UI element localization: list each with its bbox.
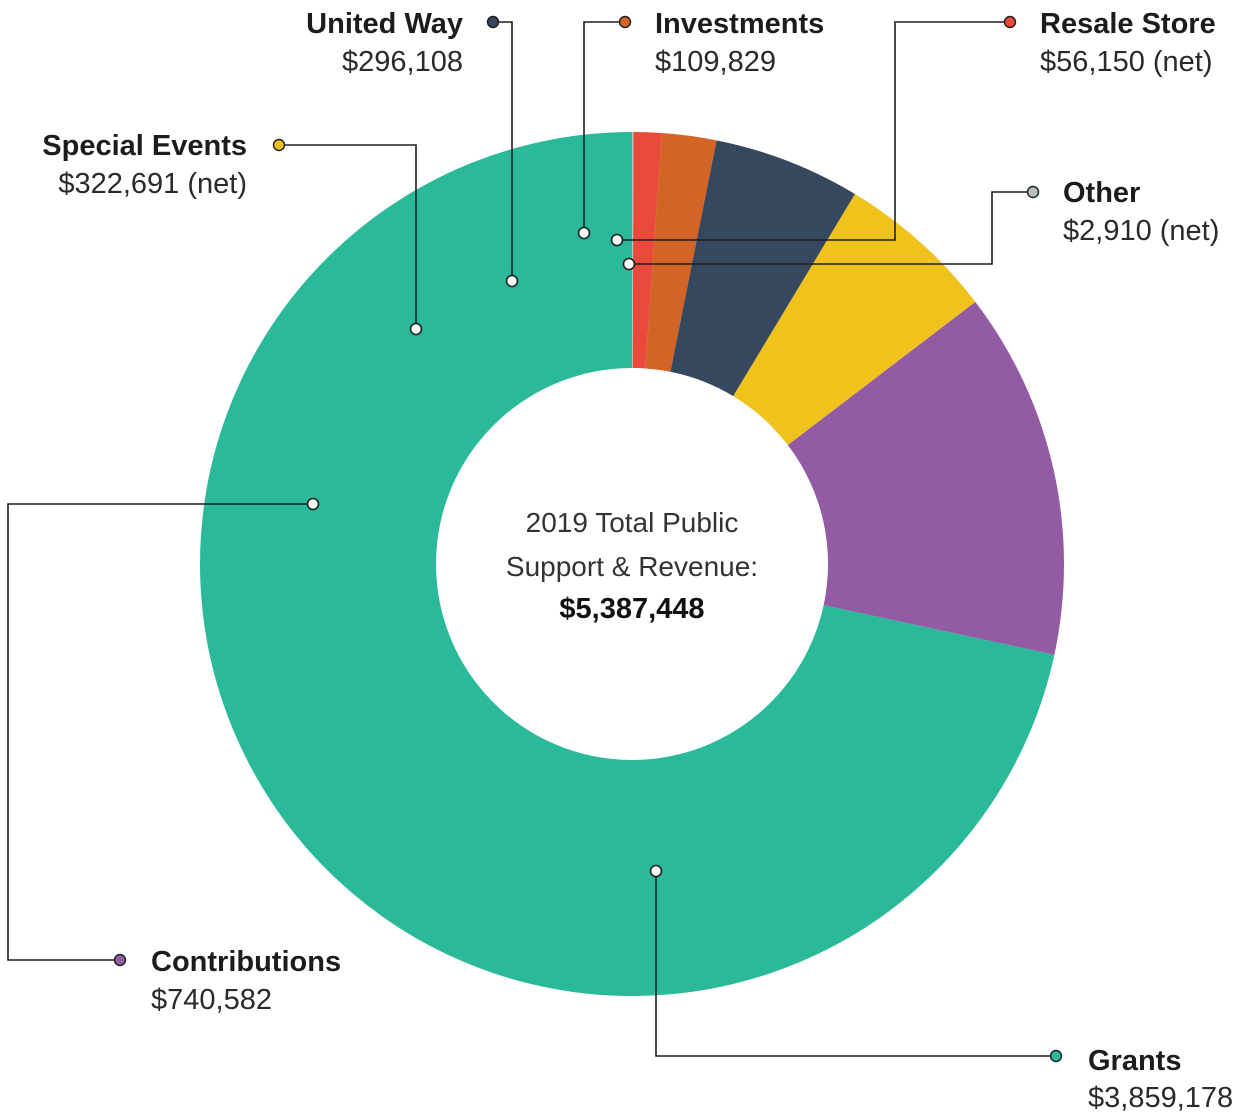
- anchor-dot-other: [622, 257, 636, 271]
- slice-united-way: [670, 140, 855, 397]
- anchor-dot-resale-store: [610, 233, 624, 247]
- slice-contributions: [787, 301, 1064, 655]
- legend-dot-other: [1026, 185, 1040, 199]
- slice-special-events: [733, 193, 976, 446]
- label-investments-value: $109,829: [655, 46, 776, 78]
- leader-line-investments: [583, 21, 625, 233]
- anchor-dot-special-events: [409, 322, 423, 336]
- label-other-value: $2,910 (net): [1063, 215, 1219, 247]
- legend-dot-special-events: [272, 138, 286, 152]
- center-total-value: $5,387,448: [559, 593, 704, 625]
- label-resale-store-name: Resale Store: [1040, 8, 1216, 40]
- leader-line-contributions: [7, 503, 313, 961]
- label-united-way-name: United Way: [306, 8, 463, 40]
- leader-line-grants: [655, 871, 1056, 1057]
- label-resale-store-value: $56,150 (net): [1040, 46, 1213, 78]
- label-other-name: Other: [1063, 177, 1140, 209]
- leader-line-united-way: [493, 21, 513, 281]
- legend-dot-investments: [618, 15, 632, 29]
- center-label-line-1: 2019 Total Public: [526, 507, 739, 538]
- label-special-events-name: Special Events: [42, 130, 247, 162]
- slice-labels: Grants $3,859,178 Contributions $740,582…: [42, 8, 1233, 1114]
- label-grants-name: Grants: [1088, 1045, 1181, 1077]
- label-investments-name: Investments: [655, 8, 824, 40]
- leader-line-special-events: [279, 144, 417, 329]
- label-special-events-value: $322,691 (net): [58, 168, 247, 200]
- leader-lines: [7, 15, 1063, 1063]
- anchor-dot-contributions: [306, 497, 320, 511]
- anchor-dot-grants: [649, 864, 663, 878]
- legend-dot-resale-store: [1003, 15, 1017, 29]
- label-united-way-value: $296,108: [342, 46, 463, 78]
- leader-line-resale-store: [617, 21, 1010, 241]
- center-label-line-2: Support & Revenue:: [506, 551, 758, 582]
- slice-resale-store: [632, 132, 662, 369]
- leader-line-other: [629, 191, 1033, 265]
- legend-dot-united-way: [486, 15, 500, 29]
- donut-slices: [199, 132, 1064, 996]
- label-grants-value: $3,859,178: [1088, 1082, 1233, 1114]
- legend-dot-contributions: [113, 953, 127, 967]
- anchor-dot-investments: [577, 226, 591, 240]
- slice-investments: [645, 133, 717, 372]
- legend-dot-grants: [1049, 1049, 1063, 1063]
- anchor-dot-united-way: [505, 274, 519, 288]
- center-label: 2019 Total Public Support & Revenue: $5,…: [506, 507, 758, 625]
- label-contributions-value: $740,582: [151, 984, 272, 1016]
- label-contributions-name: Contributions: [151, 946, 341, 978]
- slice-grants: [199, 132, 1055, 996]
- slice-other: [632, 132, 634, 369]
